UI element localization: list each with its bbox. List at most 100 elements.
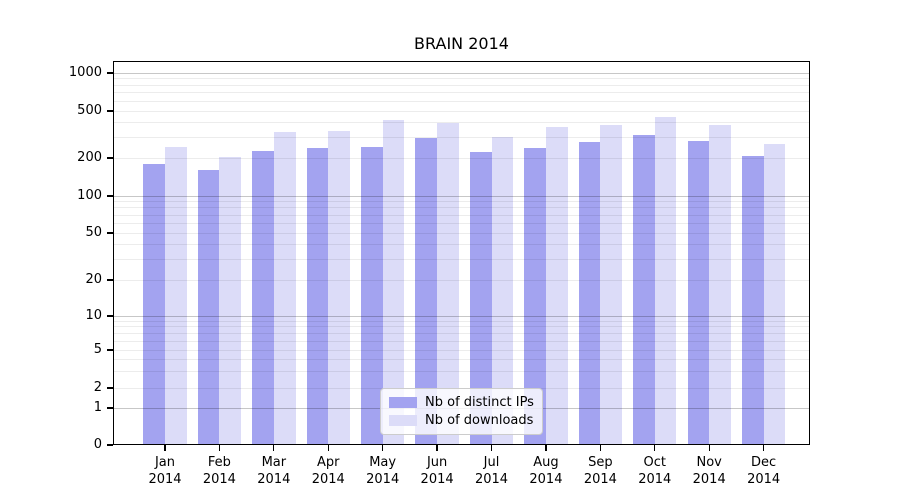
y-tick-label: 500	[77, 103, 102, 118]
x-tick-label: Feb 2014	[189, 454, 249, 488]
bar-downloads-jun	[437, 123, 459, 445]
y-tick-label: 100	[77, 188, 102, 203]
minor-gridline	[113, 207, 810, 209]
minor-gridline	[113, 358, 810, 360]
major-gridline	[113, 72, 810, 74]
minor-gridline	[113, 349, 810, 351]
bar-distinct-ips-feb	[197, 170, 220, 445]
minor-gridline	[113, 232, 810, 234]
x-tick-month: Dec	[751, 455, 777, 470]
y-tick-mark	[107, 315, 113, 317]
x-tick-mark	[382, 445, 384, 451]
x-tick-mark	[218, 445, 221, 451]
minor-gridline	[113, 121, 810, 123]
x-tick-mark	[762, 445, 765, 451]
major-gridline	[113, 195, 810, 197]
x-tick-month: Jul	[483, 455, 500, 470]
x-tick-year: 2014	[529, 472, 563, 487]
minor-gridline	[113, 100, 810, 102]
y-tick-mark	[107, 232, 113, 234]
bar-distinct-ips-nov	[687, 140, 710, 445]
x-tick-mark	[273, 445, 275, 451]
bar-distinct-ips-sep	[578, 142, 601, 445]
minor-gridline	[113, 279, 810, 281]
x-tick-mark	[545, 445, 547, 451]
bar-downloads-aug	[545, 126, 568, 445]
x-tick-label: Nov 2014	[679, 454, 739, 488]
x-tick-month: Jun	[426, 455, 448, 470]
y-tick-mark	[107, 110, 113, 112]
x-tick-label: Sep 2014	[570, 454, 630, 488]
legend-label-distinct-ips: Nb of distinct IPs	[425, 395, 534, 411]
bar-distinct-ips-mar	[252, 151, 274, 445]
bar-distinct-ips-aug	[524, 148, 546, 445]
x-tick-month: Nov	[696, 455, 722, 470]
bar-downloads-nov	[709, 125, 731, 445]
x-tick-month: Aug	[533, 455, 559, 470]
minor-gridline	[113, 332, 810, 334]
y-tick-mark	[107, 444, 113, 446]
x-tick-year: 2014	[638, 472, 672, 487]
bar-downloads-jan	[165, 147, 187, 445]
x-tick-label: Jan 2014	[135, 454, 195, 488]
bar-distinct-ips-apr	[306, 148, 329, 445]
plot-spines	[113, 61, 810, 445]
minor-gridline	[113, 110, 810, 112]
x-tick-label: Apr 2014	[298, 454, 358, 488]
bar-downloads-sep	[600, 125, 623, 445]
x-tick-year: 2014	[311, 472, 345, 487]
minor-gridline	[113, 84, 810, 86]
x-tick-year: 2014	[257, 472, 291, 487]
y-tick-mark	[107, 387, 113, 389]
minor-gridline	[113, 201, 810, 203]
y-tick-label: 5	[93, 342, 102, 357]
x-tick-year: 2014	[148, 472, 182, 487]
bar-distinct-ips-oct	[633, 135, 655, 445]
x-tick-month: Mar	[261, 455, 287, 470]
x-tick-mark	[490, 445, 493, 451]
bar-distinct-ips-jan	[143, 164, 165, 445]
minor-gridline	[113, 370, 810, 372]
minor-gridline	[113, 157, 810, 159]
chart-title: BRAIN 2014	[414, 34, 509, 53]
y-tick-mark	[107, 157, 113, 159]
x-tick-mark	[436, 445, 438, 451]
x-tick-mark	[599, 445, 601, 451]
major-gridline	[113, 315, 810, 317]
x-tick-mark	[708, 445, 710, 451]
legend-item-downloads: Nb of downloads	[389, 413, 534, 428]
minor-gridline	[113, 258, 810, 260]
y-tick-mark	[107, 349, 113, 351]
bar-downloads-mar	[273, 131, 296, 445]
bar-downloads-may	[382, 119, 405, 445]
x-tick-label: May 2014	[353, 454, 413, 488]
bar-downloads-oct	[654, 117, 677, 445]
y-tick-label: 10	[85, 308, 102, 323]
x-tick-month: May	[369, 455, 397, 470]
y-tick-mark	[107, 407, 113, 409]
x-tick-year: 2014	[692, 472, 726, 487]
bar-distinct-ips-dec	[741, 155, 764, 445]
bar-downloads-apr	[328, 130, 350, 445]
legend: Nb of distinct IPs Nb of downloads	[380, 388, 543, 435]
minor-gridline	[113, 222, 810, 224]
minor-gridline	[113, 243, 810, 245]
y-tick-label: 200	[77, 150, 102, 165]
x-tick-label: Jul 2014	[462, 454, 522, 488]
y-tick-label: 2	[93, 380, 102, 395]
x-tick-year: 2014	[366, 472, 400, 487]
x-tick-month: Jan	[154, 455, 176, 470]
x-tick-month: Feb	[207, 455, 231, 470]
y-tick-label: 1	[93, 400, 102, 415]
y-tick-label: 1000	[68, 65, 102, 80]
minor-gridline	[113, 340, 810, 342]
x-tick-year: 2014	[583, 472, 617, 487]
y-tick-label: 50	[85, 225, 102, 240]
y-tick-mark	[107, 279, 113, 281]
bar-downloads-dec	[763, 143, 786, 445]
y-tick-label: 20	[85, 272, 102, 287]
x-tick-month: Sep	[588, 455, 613, 470]
x-tick-mark	[327, 445, 329, 451]
x-tick-label: Jun 2014	[407, 454, 467, 488]
